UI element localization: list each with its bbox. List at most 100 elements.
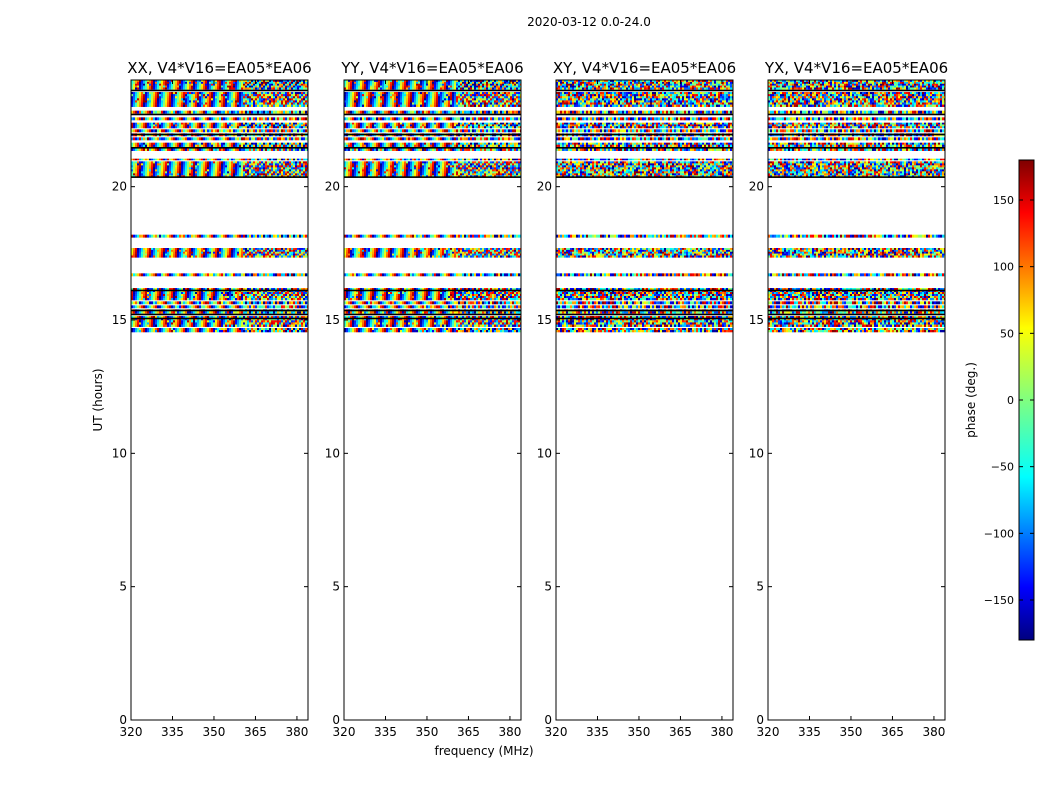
flag-line	[344, 309, 521, 312]
colorbar-tick-label: 50	[1000, 327, 1014, 340]
flag-line	[556, 317, 733, 320]
colorbar-tick-label: −100	[984, 527, 1014, 540]
flag-line	[131, 309, 308, 312]
x-tick-label: 335	[374, 725, 397, 739]
flag-line	[556, 133, 733, 136]
flag-line	[131, 89, 308, 92]
flag-line	[556, 289, 733, 292]
colorbar-label: phase (deg.)	[964, 362, 978, 438]
flag-line	[556, 113, 733, 116]
flag-line	[768, 313, 945, 316]
y-tick-label: 0	[756, 713, 764, 727]
heatmap-4	[768, 80, 945, 333]
x-tick-label: 350	[840, 725, 863, 739]
heatmap-1	[131, 80, 308, 333]
flag-line	[556, 313, 733, 316]
y-tick-label: 20	[537, 180, 552, 194]
panels: XX, V4*V16=EA05*EA06 320 335 350 365 380 0 5 10 1…	[112, 59, 948, 739]
flag-line	[344, 289, 521, 292]
flag-line	[768, 317, 945, 320]
flag-line	[556, 89, 733, 92]
panel-title: XX, V4*V16=EA05*EA06	[127, 59, 311, 77]
axes-frame	[130, 79, 309, 721]
x-tick-label: 365	[669, 725, 692, 739]
x-tick-label: 380	[922, 725, 945, 739]
flag-line	[768, 147, 945, 149]
figure-title: 2020-03-12 0.0-24.0	[527, 15, 651, 29]
y-tick-label: 15	[112, 313, 127, 327]
x-tick-label: 320	[545, 725, 568, 739]
flag-line	[768, 113, 945, 116]
x-tick-label: 350	[628, 725, 651, 739]
flag-line	[768, 176, 945, 178]
flag-line	[131, 113, 308, 116]
y-tick-label: 0	[544, 713, 552, 727]
x-tick-label: 350	[203, 725, 226, 739]
x-tick-label: 365	[457, 725, 480, 739]
flag-line	[344, 89, 521, 92]
flag-line	[768, 89, 945, 92]
flag-line	[131, 289, 308, 292]
x-tick-label: 320	[120, 725, 143, 739]
x-tick-label: 320	[333, 725, 356, 739]
colorbar-tick-label: −150	[984, 594, 1014, 607]
flag-line	[768, 133, 945, 136]
x-tick-label: 320	[757, 725, 780, 739]
y-tick-label: 20	[325, 180, 340, 194]
y-tick-label: 5	[119, 580, 127, 594]
y-tick-label: 15	[749, 313, 764, 327]
x-tick-label: 380	[498, 725, 521, 739]
colorbar-tick-label: 150	[993, 194, 1014, 207]
x-tick-label: 335	[161, 725, 184, 739]
flag-line	[556, 147, 733, 149]
y-tick-label: 10	[325, 446, 340, 460]
axes-frame	[343, 79, 522, 721]
x-tick-label: 335	[586, 725, 609, 739]
flag-line	[344, 133, 521, 136]
flag-line	[344, 176, 521, 178]
flag-line	[131, 176, 308, 178]
axes-frame	[767, 79, 946, 721]
flag-line	[556, 309, 733, 312]
x-tick-label: 335	[798, 725, 821, 739]
x-tick-label: 365	[881, 725, 904, 739]
y-tick-label: 15	[537, 313, 552, 327]
flag-line	[344, 317, 521, 320]
panel-title: YY, V4*V16=EA05*EA06	[340, 59, 523, 77]
flag-line	[131, 313, 308, 316]
y-tick-label: 10	[112, 446, 127, 460]
flag-line	[344, 113, 521, 116]
heatmap-3	[556, 80, 733, 333]
y-tick-label: 5	[756, 580, 764, 594]
panel-2: YY, V4*V16=EA05*EA06 320 335 350 365 380 0 5 10 1…	[325, 59, 524, 739]
flag-line	[131, 147, 308, 149]
flag-line	[344, 147, 521, 149]
panel-title: XY, V4*V16=EA05*EA06	[553, 59, 736, 77]
x-tick-label: 380	[710, 725, 733, 739]
y-tick-label: 0	[119, 713, 127, 727]
colorbar-tick-label: −50	[991, 461, 1014, 474]
colorbar: 150 100 50 0 −50 −100 −150	[984, 159, 1035, 641]
y-tick-label: 15	[325, 313, 340, 327]
y-tick-label: 20	[749, 180, 764, 194]
x-tick-label: 365	[244, 725, 267, 739]
y-tick-label: 5	[544, 580, 552, 594]
flag-line	[556, 176, 733, 178]
y-tick-label: 10	[537, 446, 552, 460]
panel-4: YX, V4*V16=EA05*EA06 320 335 350 365 380 0 5 10 1…	[749, 59, 948, 739]
x-tick-label: 380	[285, 725, 308, 739]
heatmap-2	[344, 80, 521, 333]
y-tick-label: 10	[749, 446, 764, 460]
flag-line	[768, 309, 945, 312]
panel-3: XY, V4*V16=EA05*EA06 320 335 350 365 380 0 5 10 1…	[537, 59, 736, 739]
colorbar-tick-label: 0	[1007, 394, 1014, 407]
colorbar-tick-label: 100	[993, 261, 1014, 274]
flag-line	[131, 133, 308, 136]
y-tick-label: 5	[332, 580, 340, 594]
y-tick-label: 0	[332, 713, 340, 727]
flag-line	[344, 313, 521, 316]
flag-line	[768, 289, 945, 292]
flag-line	[131, 317, 308, 320]
axes-frame	[555, 79, 734, 721]
